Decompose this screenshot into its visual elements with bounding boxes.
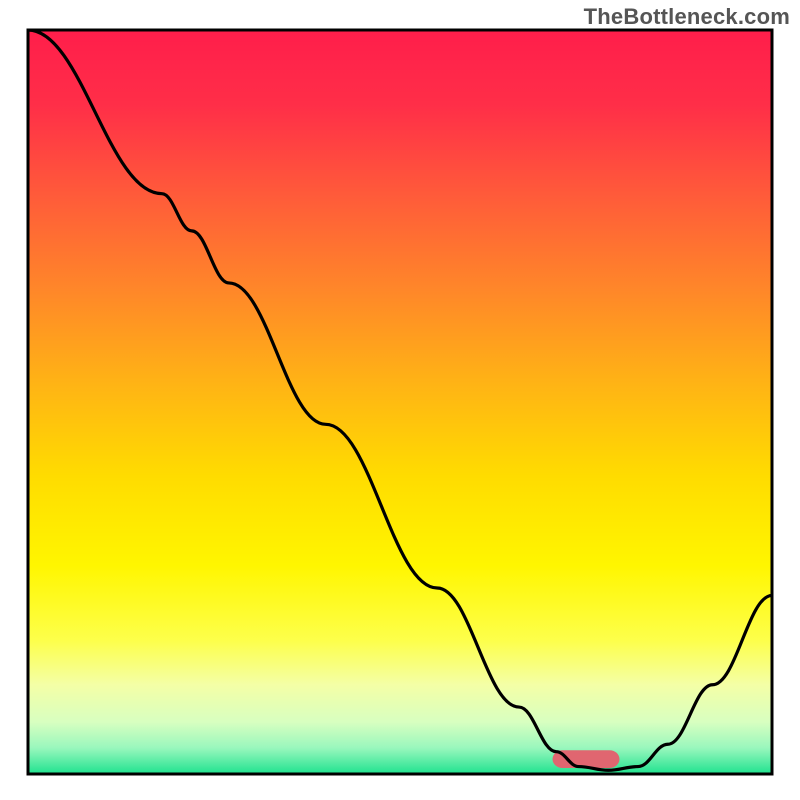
watermark-text: TheBottleneck.com	[584, 4, 790, 30]
bottleneck-chart	[0, 0, 800, 800]
chart-container: TheBottleneck.com	[0, 0, 800, 800]
gradient-background	[28, 30, 772, 774]
